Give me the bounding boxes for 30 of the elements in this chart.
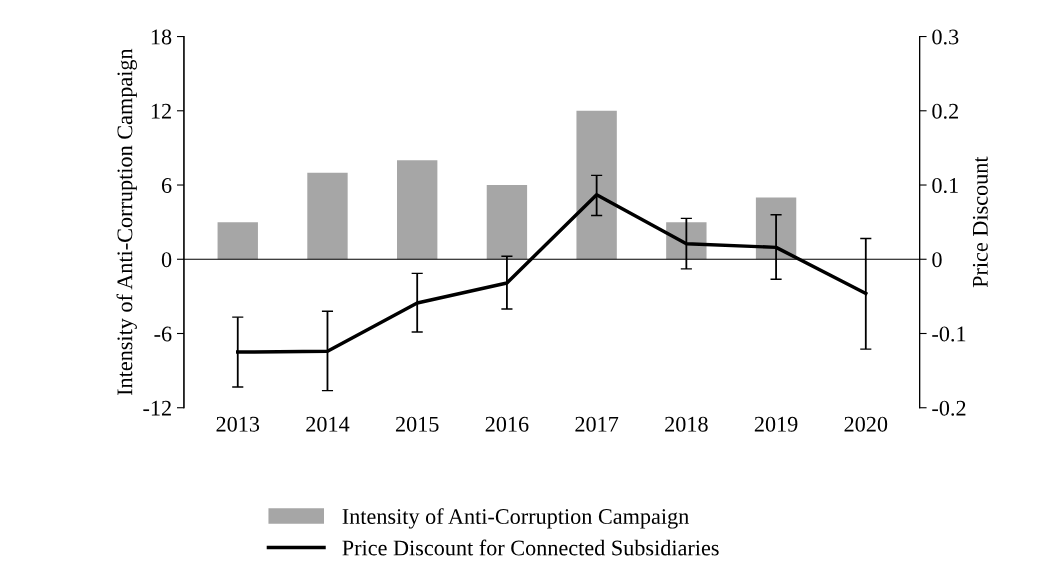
bar bbox=[576, 110, 617, 260]
bar bbox=[755, 197, 797, 260]
bar bbox=[397, 160, 438, 260]
y2-tick-label: 0.1 bbox=[932, 177, 958, 194]
bar bbox=[486, 185, 528, 260]
x-tick-label: 2019 bbox=[754, 416, 798, 432]
y-axis-title: Intensity of Anti-Corruption Campaign bbox=[116, 48, 137, 396]
x-tick-label: 2017 bbox=[575, 416, 619, 432]
x-tick-label: 2014 bbox=[306, 416, 350, 432]
y-tick-label: -12 bbox=[143, 400, 171, 416]
y-tick-label: 0 bbox=[161, 252, 172, 268]
y-tick-label: 12 bbox=[151, 103, 171, 119]
x-tick-label: 2020 bbox=[844, 416, 888, 432]
x-tick-label: 2018 bbox=[665, 416, 708, 432]
y-tick-label: -6 bbox=[154, 326, 172, 342]
y2-tick-label: 0.2 bbox=[932, 103, 958, 119]
y-tick-label: 6 bbox=[161, 178, 172, 193]
bar bbox=[307, 172, 348, 260]
y2-tick-label: -0.2 bbox=[932, 400, 966, 416]
y2-tick-label: 0 bbox=[932, 252, 942, 268]
x-tick-label: 2015 bbox=[395, 416, 439, 432]
y2-tick-label: -0.1 bbox=[932, 326, 966, 342]
x-tick-label: 2016 bbox=[485, 416, 529, 432]
legend-label: Intensity of Anti-Corruption Campaign bbox=[342, 508, 689, 529]
x-tick-label: 2013 bbox=[216, 416, 260, 432]
bar bbox=[217, 222, 258, 260]
y2-tick-label: 0.3 bbox=[932, 29, 959, 45]
legend-label: Price Discount for Connected Subsidiaries bbox=[342, 539, 719, 556]
y2-axis-title: Price Discount bbox=[972, 156, 988, 288]
y-tick-label: 18 bbox=[151, 29, 172, 45]
